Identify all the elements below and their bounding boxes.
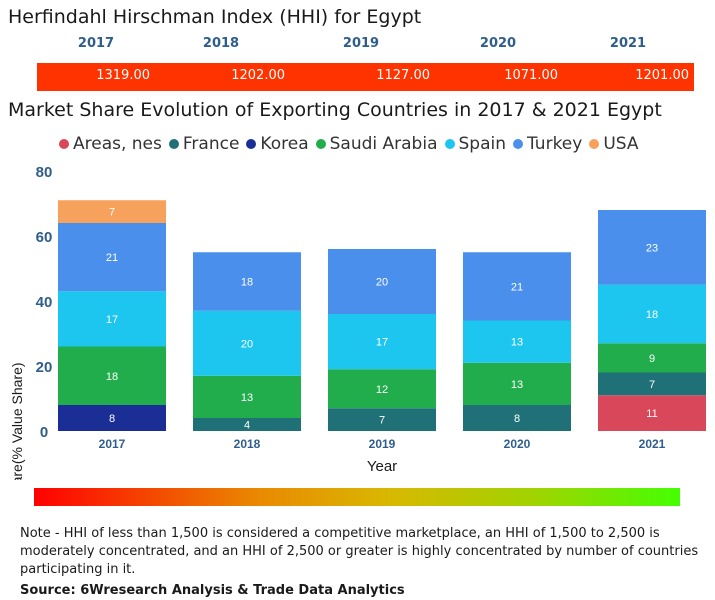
bar-data-label: 21 bbox=[511, 281, 523, 293]
bar-segment bbox=[328, 369, 436, 409]
chart-title: Market Share Evolution of Exporting Coun… bbox=[8, 99, 662, 121]
hhi-year-label: 2018 bbox=[202, 36, 240, 51]
legend-swatch bbox=[168, 139, 179, 149]
legend-item: Korea bbox=[246, 134, 309, 154]
bar-segment bbox=[598, 210, 706, 285]
bar-segment bbox=[58, 346, 166, 405]
bar-data-label: 13 bbox=[511, 379, 523, 391]
bar-data-label: 17 bbox=[106, 314, 118, 326]
bar-data-label: 18 bbox=[646, 309, 658, 321]
legend-swatch bbox=[513, 139, 523, 149]
bar-data-label: 11 bbox=[646, 408, 657, 420]
hhi-value: 1201.00 bbox=[635, 68, 689, 83]
legend-item: Turkey bbox=[513, 134, 582, 154]
x-axis-label: Year bbox=[367, 458, 397, 475]
legend-item: Spain bbox=[444, 134, 507, 154]
bar-segment bbox=[193, 418, 301, 431]
bar-segment bbox=[328, 249, 436, 314]
bar-data-label: 18 bbox=[106, 371, 118, 383]
y-tick-label: 0 bbox=[40, 424, 48, 441]
legend-label: Korea bbox=[260, 134, 309, 154]
hhi-year-label: 2021 bbox=[609, 36, 647, 51]
hhi-value: 1127.00 bbox=[376, 68, 430, 83]
legend-swatch bbox=[315, 139, 326, 149]
legend-swatch bbox=[59, 139, 69, 149]
chart-legend: Areas, nes France Korea Saudi Arabia Spa… bbox=[59, 133, 646, 155]
y-tick-label: 80 bbox=[36, 164, 53, 181]
legend-swatch bbox=[589, 139, 600, 149]
hhi-title: Herfindahl Hirschman Index (HHI) for Egy… bbox=[8, 6, 422, 28]
bar-data-label: 13 bbox=[511, 337, 523, 349]
x-tick-label: 2019 bbox=[369, 437, 396, 451]
bar-segment bbox=[58, 200, 166, 223]
bar-data-label: 8 bbox=[109, 413, 115, 425]
bar-segment bbox=[598, 395, 706, 431]
bar-series: 8 18 17 21 7 4 13 20 18 7 12 17 20 8 13 13 21 11 7 9 18 23 bbox=[58, 200, 706, 432]
bar-segment bbox=[463, 405, 571, 431]
legend-item: France bbox=[168, 134, 240, 154]
y-axis-label: Share(% Value Share) bbox=[9, 362, 25, 480]
bar-segment bbox=[58, 405, 166, 431]
bar-segment bbox=[598, 284, 706, 344]
legend-label: France bbox=[182, 134, 240, 154]
bar-data-label: 18 bbox=[241, 277, 253, 289]
hhi-value: 1202.00 bbox=[231, 68, 285, 83]
bar-segment bbox=[463, 252, 571, 321]
bar-data-label: 21 bbox=[106, 252, 118, 264]
bar-segment bbox=[193, 310, 301, 376]
legend-label: USA bbox=[603, 134, 639, 154]
hhi-year-label: 2020 bbox=[479, 36, 517, 51]
bar-data-label: 12 bbox=[376, 384, 388, 396]
y-tick-label: 20 bbox=[36, 359, 53, 376]
source-line: Source: 6Wresearch Analysis & Trade Data… bbox=[20, 583, 405, 598]
y-tick-label: 40 bbox=[36, 294, 53, 311]
x-tick-label: 2018 bbox=[234, 437, 261, 451]
bar-data-label: 7 bbox=[649, 379, 655, 391]
bar-segment bbox=[193, 375, 301, 418]
legend-label: Turkey bbox=[527, 134, 583, 154]
x-tick-label: 2020 bbox=[504, 437, 531, 451]
legend-label: Spain bbox=[458, 134, 507, 154]
bar-data-label: 13 bbox=[241, 392, 253, 404]
x-tick-label: 2017 bbox=[99, 437, 126, 451]
bar-data-label: 17 bbox=[376, 337, 388, 349]
bar-segment bbox=[463, 362, 571, 405]
bar-data-label: 20 bbox=[376, 277, 388, 289]
legend-label: Saudi Arabia bbox=[329, 134, 438, 154]
bar-segment bbox=[328, 314, 436, 370]
legend-swatch bbox=[246, 139, 257, 149]
bar-segment bbox=[193, 252, 301, 311]
bar-segment bbox=[58, 223, 166, 292]
footnote: Note - HHI of less than 1,500 is conside… bbox=[20, 526, 699, 577]
bar-segment bbox=[328, 408, 436, 431]
bar-data-label: 23 bbox=[646, 242, 658, 254]
hhi-heat-bar bbox=[37, 63, 694, 91]
legend-item: USA bbox=[589, 134, 639, 154]
hhi-value: 1071.00 bbox=[504, 68, 558, 83]
y-tick-label: 60 bbox=[36, 229, 53, 246]
hhi-year-label: 2017 bbox=[77, 36, 115, 51]
bar-data-label: 20 bbox=[241, 338, 253, 350]
bar-segment bbox=[58, 291, 166, 347]
bar-data-label: 4 bbox=[244, 420, 250, 432]
legend-swatch bbox=[444, 139, 455, 149]
legend-label: Areas, nes bbox=[73, 134, 162, 154]
bar-data-label: 9 bbox=[649, 353, 655, 365]
hhi-year-label: 2019 bbox=[342, 36, 380, 51]
concentration-gradient-bar bbox=[34, 488, 680, 506]
legend-item: Saudi Arabia bbox=[315, 134, 438, 154]
bar-segment bbox=[598, 372, 706, 396]
x-axis: 2017 2018 2019 2020 2021 bbox=[99, 437, 666, 451]
x-tick-label: 2021 bbox=[639, 437, 666, 451]
hhi-value: 1319.00 bbox=[96, 68, 150, 83]
y-axis: 0 20 40 60 80 bbox=[36, 164, 53, 441]
legend-item: Areas, nes bbox=[59, 134, 162, 154]
bar-segment bbox=[463, 320, 571, 363]
bar-data-label: 8 bbox=[514, 413, 520, 425]
bar-segment bbox=[598, 343, 706, 373]
bar-data-label: 7 bbox=[109, 207, 115, 219]
bar-data-label: 7 bbox=[379, 415, 385, 427]
